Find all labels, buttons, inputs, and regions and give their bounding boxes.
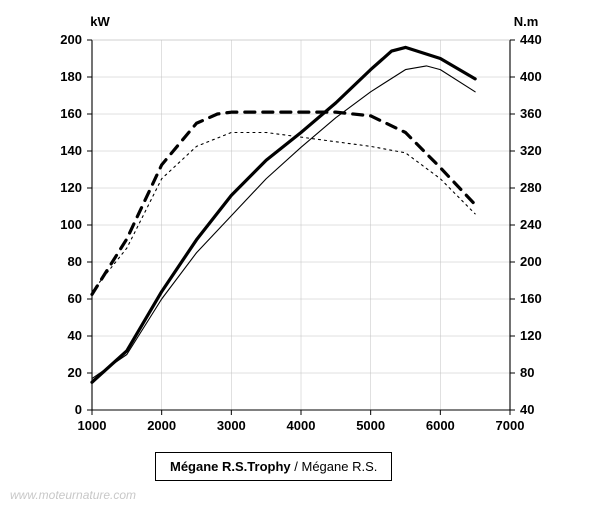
svg-text:6000: 6000 [426, 418, 455, 433]
svg-text:140: 140 [60, 143, 82, 158]
svg-text:280: 280 [520, 180, 542, 195]
svg-text:0: 0 [75, 402, 82, 417]
svg-text:1000: 1000 [78, 418, 107, 433]
svg-text:320: 320 [520, 143, 542, 158]
series-trophy-torque [92, 112, 475, 294]
svg-text:80: 80 [68, 254, 82, 269]
svg-text:160: 160 [520, 291, 542, 306]
series-rs-torque [92, 133, 475, 292]
svg-text:360: 360 [520, 106, 542, 121]
svg-text:40: 40 [68, 328, 82, 343]
svg-text:kW: kW [90, 14, 110, 29]
svg-text:200: 200 [60, 32, 82, 47]
series-trophy-power [92, 47, 475, 382]
svg-text:N.m: N.m [514, 14, 539, 29]
svg-text:20: 20 [68, 365, 82, 380]
svg-text:120: 120 [60, 180, 82, 195]
svg-text:200: 200 [520, 254, 542, 269]
svg-text:40: 40 [520, 402, 534, 417]
svg-text:440: 440 [520, 32, 542, 47]
svg-text:400: 400 [520, 69, 542, 84]
svg-text:240: 240 [520, 217, 542, 232]
legend-trophy: Mégane R.S.Trophy [170, 459, 291, 474]
svg-text:7000: 7000 [496, 418, 525, 433]
svg-text:120: 120 [520, 328, 542, 343]
legend: Mégane R.S.Trophy / Mégane R.S. [155, 452, 392, 481]
svg-text:5000: 5000 [356, 418, 385, 433]
svg-text:4000: 4000 [287, 418, 316, 433]
legend-rs: Mégane R.S. [301, 459, 377, 474]
svg-text:100: 100 [60, 217, 82, 232]
chart-container: 1000 2000 3000 4000 5000 6000 7000 0 20 40 60 80 100… [0, 0, 590, 510]
svg-text:160: 160 [60, 106, 82, 121]
svg-text:60: 60 [68, 291, 82, 306]
svg-text:2000: 2000 [147, 418, 176, 433]
svg-text:80: 80 [520, 365, 534, 380]
svg-text:180: 180 [60, 69, 82, 84]
svg-text:3000: 3000 [217, 418, 246, 433]
legend-sep: / [291, 459, 302, 474]
watermark: www.moteurnature.com [10, 488, 136, 502]
power-torque-chart: 1000 2000 3000 4000 5000 6000 7000 0 20 40 60 80 100… [0, 0, 590, 510]
